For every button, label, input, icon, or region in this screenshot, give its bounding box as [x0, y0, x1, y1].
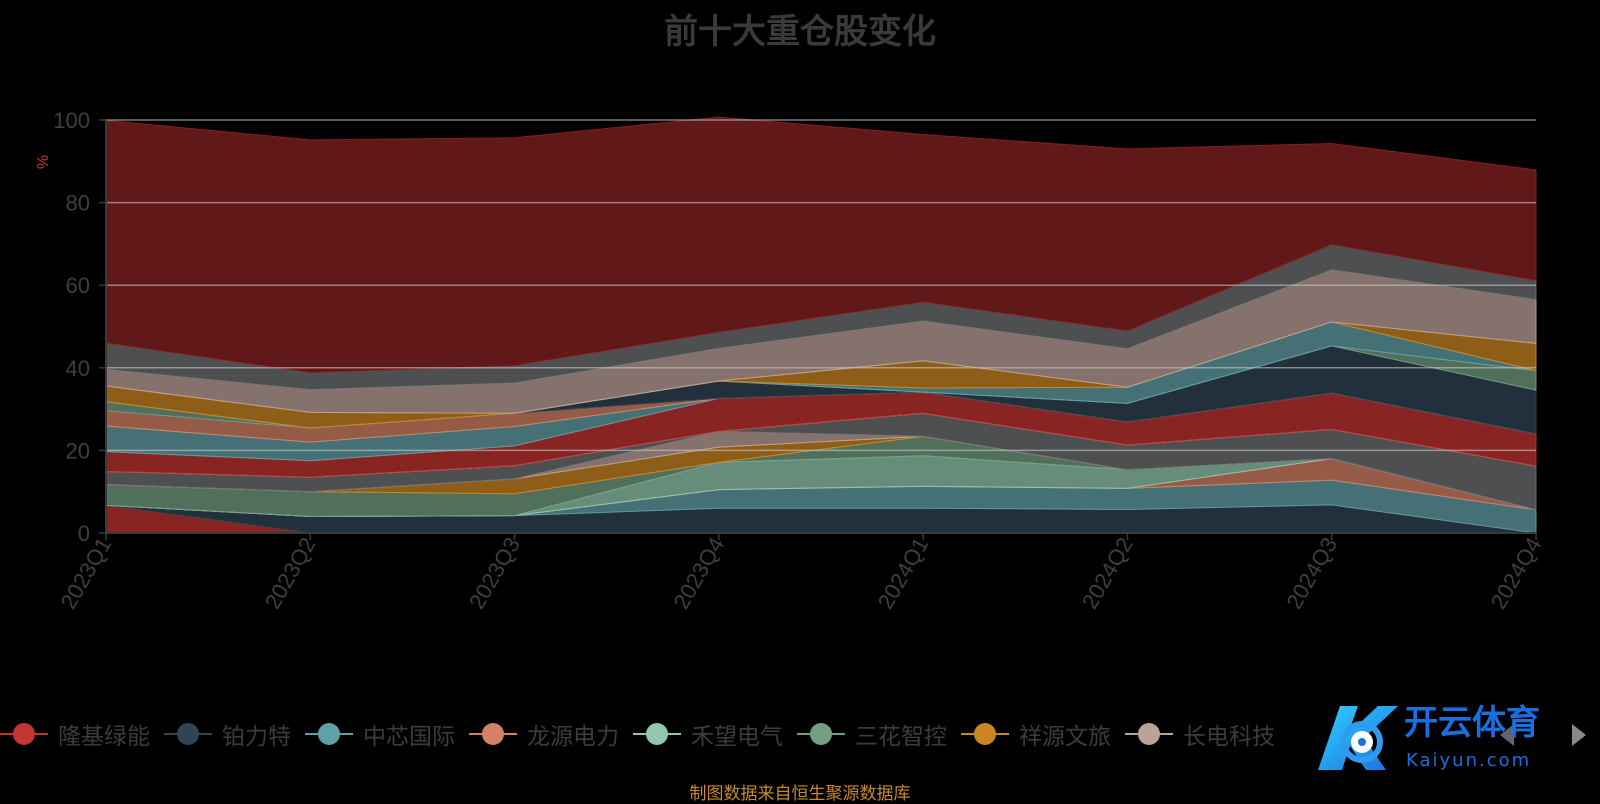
legend-marker-icon: [164, 722, 212, 746]
legend-marker-icon: [961, 722, 1009, 746]
x-tick-label: 2023Q2: [260, 533, 321, 613]
brand-watermark-logo: 开云体育 Kaiyun.com: [1318, 703, 1540, 771]
legend-label: 祥源文旅: [1019, 723, 1111, 749]
y-tick-label: 60: [66, 273, 90, 298]
legend-marker-icon: [305, 722, 353, 746]
y-tick-label: 20: [66, 438, 90, 463]
legend-item[interactable]: 禾望电气: [633, 717, 783, 751]
legend-label: 三花智控: [855, 723, 947, 749]
svg-text:开云体育: 开云体育: [1404, 703, 1540, 743]
legend-label: 铂力特: [222, 723, 291, 749]
y-tick-label: 80: [66, 191, 90, 216]
grid-layer: 0 20 40 60 80 100: [53, 108, 1536, 546]
y-axis-label: %: [35, 155, 52, 169]
y-tick-label: 0: [78, 521, 90, 546]
x-tick-label: 2023Q4: [668, 533, 729, 613]
x-tick-label: 2024Q4: [1486, 533, 1547, 613]
legend-label: 禾望电气: [691, 723, 783, 749]
legend-item[interactable]: 隆基绿能: [0, 717, 150, 751]
legend-item[interactable]: 铂力特: [164, 717, 291, 751]
source-note: 制图数据来自恒生聚源数据库: [689, 784, 911, 803]
y-tick-label: 100: [53, 108, 90, 133]
y-tick-label: 40: [66, 356, 90, 381]
legend-prev-page-button[interactable]: [1500, 724, 1514, 746]
legend-marker-icon: [1125, 722, 1173, 746]
x-tick-label: 2024Q1: [873, 533, 934, 613]
legend: 隆基绿能 铂力特 中芯国际 龙源电力 禾望电气 三花智控 祥源文旅 长电科技: [0, 716, 1289, 752]
legend-item[interactable]: 三花智控: [797, 717, 947, 751]
legend-item[interactable]: 龙源电力: [469, 717, 619, 751]
legend-label: 隆基绿能: [58, 723, 150, 749]
x-tick-label: 2023Q3: [464, 533, 525, 613]
chart-title: 前十大重仓股变化: [664, 13, 936, 51]
legend-marker-icon: [633, 722, 681, 746]
legend-label: 龙源电力: [527, 723, 619, 749]
legend-item[interactable]: 长电科技: [1125, 717, 1275, 751]
x-tick-label: 2024Q2: [1077, 533, 1138, 613]
x-tick-label: 2024Q3: [1281, 533, 1342, 613]
legend-next-page-button[interactable]: [1572, 724, 1586, 746]
legend-marker-icon: [0, 722, 48, 746]
legend-item[interactable]: 中芯国际: [305, 717, 455, 751]
legend-item[interactable]: 祥源文旅: [961, 717, 1111, 751]
svg-text:Kaiyun.com: Kaiyun.com: [1406, 750, 1531, 771]
legend-label: 中芯国际: [363, 723, 455, 749]
areas-layer: [105, 116, 1537, 534]
legend-marker-icon: [797, 722, 845, 746]
legend-marker-icon: [469, 722, 517, 746]
legend-label: 长电科技: [1183, 723, 1275, 749]
